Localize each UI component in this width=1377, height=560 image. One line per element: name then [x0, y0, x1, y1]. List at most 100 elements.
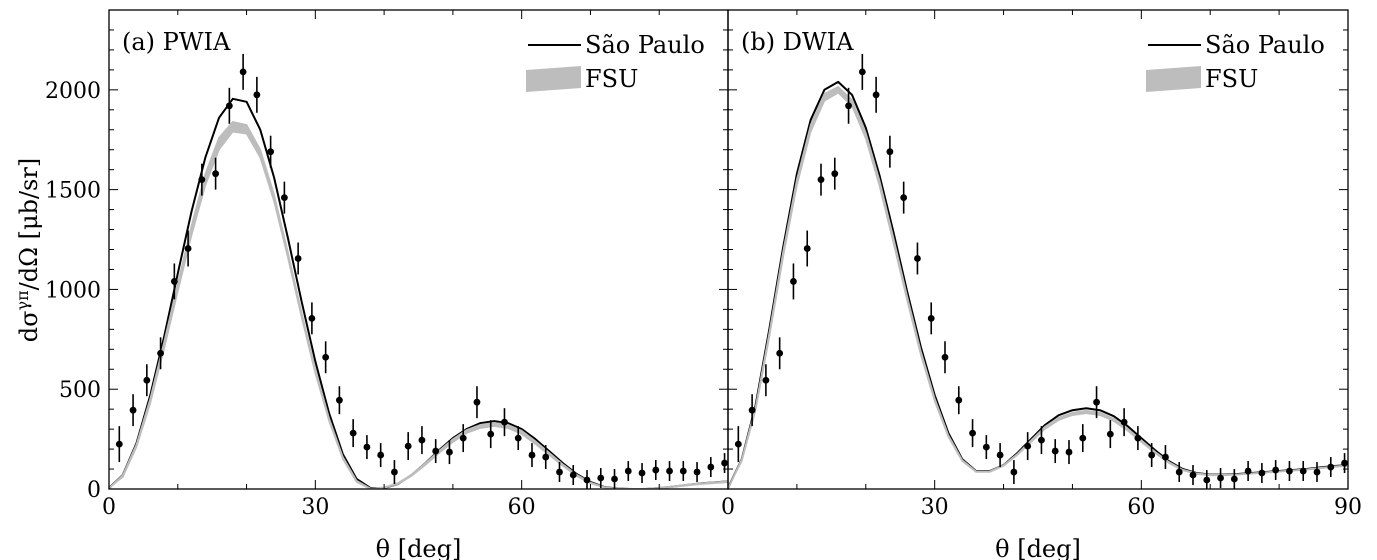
data-point — [280, 194, 288, 202]
data-point — [212, 170, 220, 178]
sao-paulo-curve — [728, 80, 1348, 489]
x-tick-label: 60 — [1127, 495, 1155, 520]
data-point — [583, 476, 591, 484]
x-tick-label: 0 — [721, 495, 735, 520]
panel-label: (a) PWIA — [122, 28, 231, 56]
data-point — [914, 255, 921, 262]
data-point — [129, 406, 137, 414]
data-point — [432, 447, 440, 455]
x-tick-label: 90 — [1334, 495, 1362, 520]
data-point — [473, 398, 481, 406]
data-point — [666, 467, 673, 475]
data-point — [308, 314, 316, 322]
data-point — [1093, 398, 1100, 406]
data-point — [1244, 467, 1252, 475]
y-tick-label: 1500 — [45, 179, 101, 204]
data-point — [927, 314, 935, 322]
data-point — [294, 255, 302, 262]
x-tick-label: 30 — [921, 495, 949, 520]
data-point — [349, 429, 357, 437]
data-point — [528, 451, 536, 459]
data-point — [1341, 459, 1348, 467]
data-point — [170, 278, 178, 285]
data-point — [1051, 447, 1059, 455]
data-point — [721, 459, 728, 467]
data-point — [1286, 467, 1293, 475]
data-point — [1203, 476, 1211, 484]
data-point — [239, 68, 247, 76]
data-point — [1079, 434, 1087, 442]
data-point — [1175, 468, 1183, 476]
fsu-band — [109, 120, 728, 489]
data-point — [707, 463, 715, 471]
data-point — [198, 176, 206, 184]
data-point — [157, 349, 164, 357]
x-axis-label: θ [deg] — [376, 535, 462, 560]
data-point — [1134, 434, 1142, 442]
data-point — [638, 469, 646, 477]
sao-paulo-curve — [109, 97, 728, 489]
legend-label-sao-paulo: São Paulo — [1205, 31, 1325, 59]
data-point — [969, 429, 976, 437]
legend-label-sao-paulo: São Paulo — [585, 31, 705, 59]
data-point — [624, 467, 632, 475]
data-point — [845, 102, 852, 110]
data-point — [996, 451, 1004, 459]
data-point — [1148, 451, 1156, 459]
data-point — [1327, 463, 1335, 471]
data-point — [391, 468, 398, 476]
x-axis-label: θ [deg] — [995, 535, 1081, 560]
x-tick-label: 60 — [508, 495, 536, 520]
data-point — [1272, 466, 1280, 474]
legend-swatch-fsu — [526, 66, 581, 92]
x-tick-label: 0 — [102, 495, 116, 520]
plot-area — [109, 53, 728, 489]
data-point — [748, 406, 756, 414]
x-tick-label: 30 — [301, 495, 329, 520]
data-point — [1106, 430, 1114, 438]
data-point — [377, 451, 385, 459]
data-point — [652, 466, 660, 474]
y-tick-label: 2000 — [45, 79, 101, 104]
y-axis-label: dσγπ/dΩ [μb/sr] — [13, 158, 43, 342]
data-point — [872, 91, 880, 99]
svg-text:dσγπ/dΩ [μb/sr]: dσγπ/dΩ [μb/sr] — [13, 158, 43, 342]
data-point — [1038, 436, 1045, 444]
data-point — [184, 245, 192, 252]
y-tick-label: 1000 — [45, 278, 101, 303]
data-point — [1065, 448, 1073, 456]
data-point — [514, 434, 522, 442]
data-point — [1299, 467, 1307, 475]
data-point — [143, 376, 151, 384]
data-point — [803, 245, 811, 252]
data-point — [569, 471, 577, 479]
data-point — [790, 278, 797, 285]
legend-swatch-fsu — [1146, 66, 1201, 92]
data-point — [858, 68, 866, 76]
legend-label-fsu: FSU — [585, 65, 638, 93]
data-point — [542, 453, 550, 461]
data-point — [679, 467, 687, 475]
data-point — [459, 434, 467, 442]
data-point — [336, 396, 343, 404]
data-point — [1010, 468, 1018, 476]
fsu-band — [728, 85, 1348, 489]
plot-area — [728, 53, 1348, 489]
panel-b: 0 30 60 90 θ [deg] (b) DWIA São Paulo FSU — [721, 9, 1362, 560]
data-point — [611, 475, 618, 483]
data-point — [1024, 442, 1032, 450]
data-point — [597, 474, 605, 482]
panel-a: 0 30 60 0 500 1000 1500 2000 θ [deg] (a) PWIA São … — [45, 9, 729, 560]
data-point — [501, 418, 508, 426]
data-point — [556, 468, 563, 476]
data-point — [225, 102, 233, 110]
data-point — [404, 442, 412, 450]
data-point — [982, 443, 990, 451]
data-point — [1217, 474, 1224, 482]
data-point — [941, 353, 949, 361]
data-point — [115, 440, 123, 448]
y-tick-label: 500 — [59, 378, 101, 403]
panel-label: (b) DWIA — [741, 28, 854, 56]
data-point — [446, 448, 453, 456]
